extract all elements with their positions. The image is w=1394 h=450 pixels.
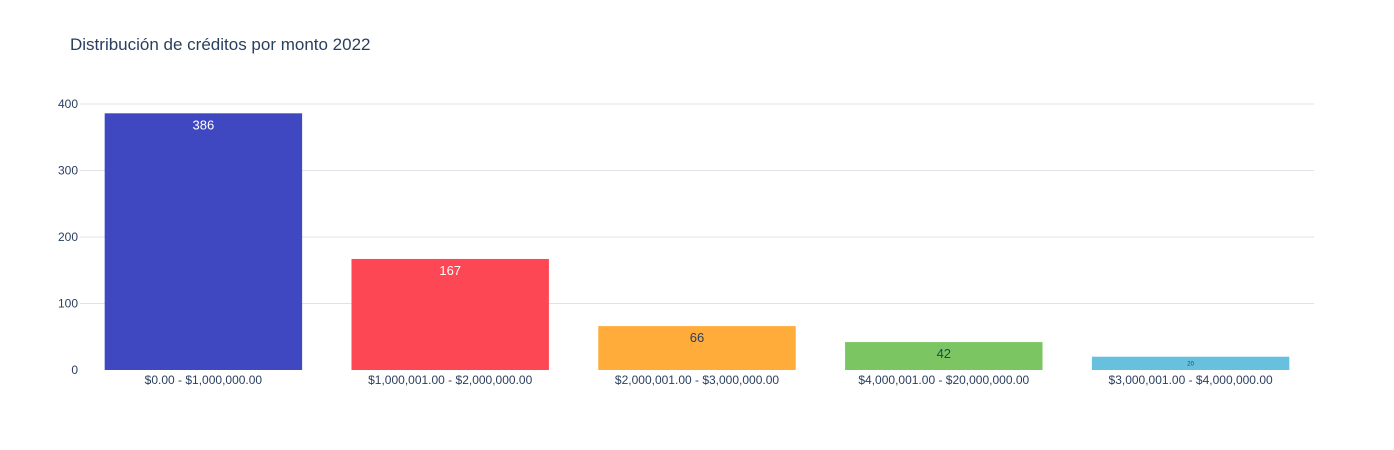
y-tick-label: 300 [58,164,78,178]
bar-value-label: 386 [193,117,215,132]
chart-title: Distribución de créditos por monto 2022 [70,35,371,54]
y-tick-label: 400 [58,97,78,111]
bar-value-label: 167 [439,263,461,278]
x-tick-label: $2,000,001.00 - $3,000,000.00 [615,373,779,387]
y-tick-label: 100 [58,297,78,311]
y-tick-label: 200 [58,230,78,244]
bar-value-label: 20 [1187,361,1194,367]
x-tick-label: $1,000,001.00 - $2,000,000.00 [368,373,532,387]
data-labels: 386 167 66 42 20 [193,117,1195,367]
y-axis: 0 100 200 300 400 [58,97,78,377]
x-tick-label: $3,000,001.00 - $4,000,000.00 [1109,373,1273,387]
x-tick-label: $4,000,001.00 - $20,000,000.00 [858,373,1029,387]
bar[interactable] [1091,356,1290,370]
bar-value-label: 42 [937,346,951,361]
bars-layer [104,113,1290,370]
x-axis: $0.00 - $1,000,000.00 $1,000,001.00 - $2,… [145,373,1273,387]
bar-value-label: 66 [690,330,704,345]
y-tick-label: 0 [71,363,78,377]
bar[interactable] [598,326,796,370]
bar[interactable] [845,342,1043,370]
bar[interactable] [351,258,549,370]
x-tick-label: $0.00 - $1,000,000.00 [145,373,263,387]
bar[interactable] [104,113,303,370]
